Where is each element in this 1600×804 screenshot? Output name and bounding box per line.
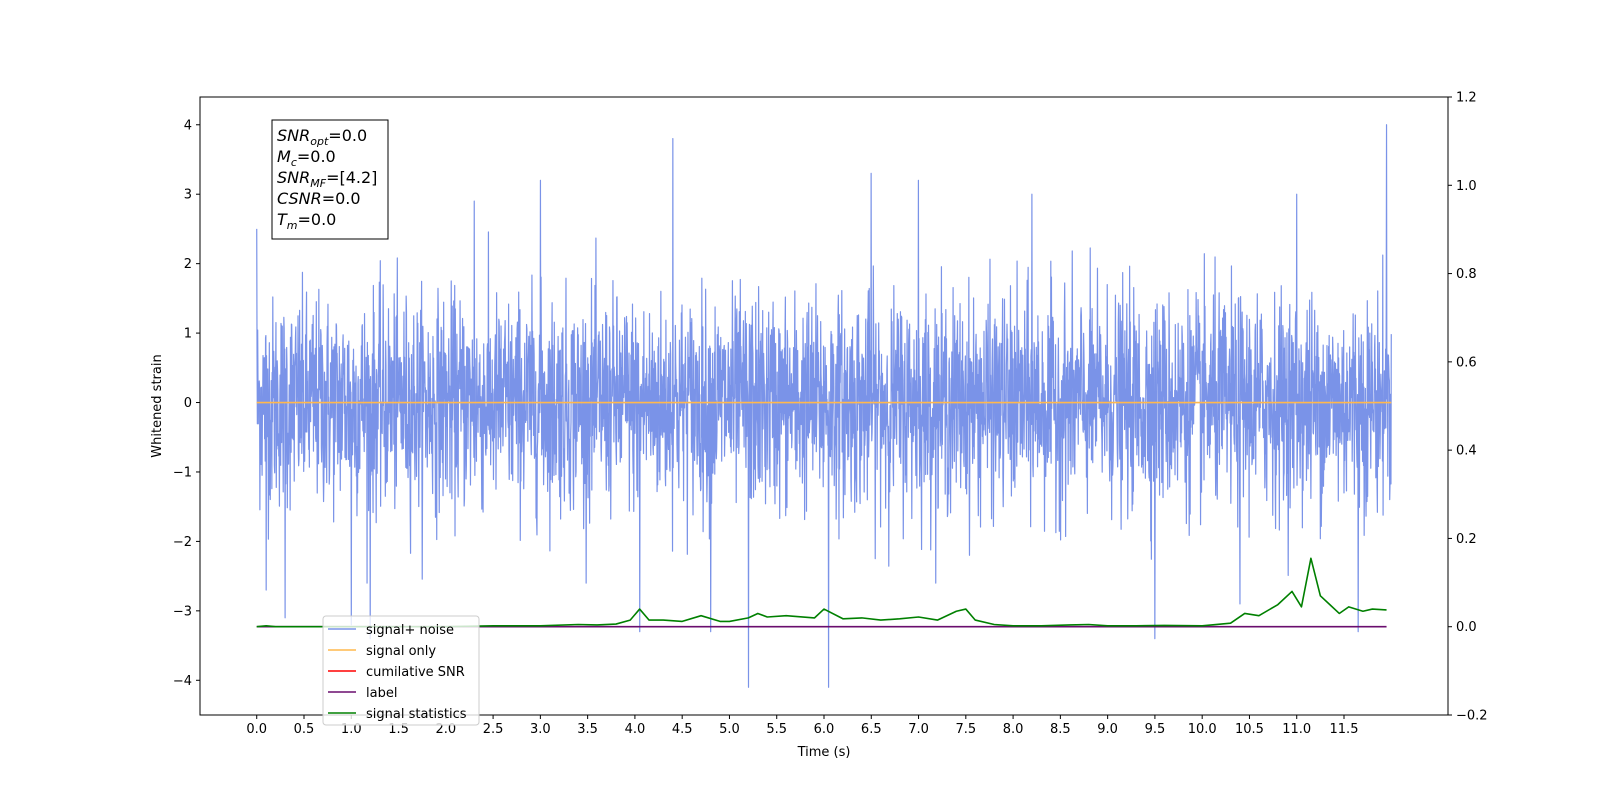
y2-tick-label: 1.2 — [1456, 91, 1477, 106]
y-tick-label: −3 — [173, 604, 192, 619]
y-tick-label: −2 — [173, 535, 192, 550]
y-tick-label: 0 — [184, 396, 192, 411]
y2-tick-label: 1.0 — [1456, 179, 1477, 194]
annotation-line: SNRopt=0.0 — [277, 126, 367, 148]
x-tick-label: 8.0 — [1003, 722, 1024, 737]
y-tick-label: 2 — [184, 257, 192, 272]
x-tick-label: 9.0 — [1097, 722, 1118, 737]
x-tick-label: 1.0 — [341, 722, 362, 737]
y2-tick-label: −0.2 — [1456, 709, 1488, 724]
legend: signal+ noise signal only cumilative SNR la… — [322, 615, 480, 726]
annotation-line: CSNR=0.0 — [277, 189, 361, 208]
y2-tick-label: 0.0 — [1456, 620, 1477, 635]
x-tick-label: 11.5 — [1330, 722, 1359, 737]
annotation-line: Tm=0.0 — [277, 210, 336, 232]
x-tick-label: 3.0 — [530, 722, 551, 737]
x-tick-label: 8.5 — [1050, 722, 1071, 737]
y2-tick-label: 0.6 — [1456, 355, 1477, 370]
y2-tick-label: 0.4 — [1456, 444, 1477, 459]
x-tick-label: 6.5 — [861, 722, 882, 737]
x-axis-label: Time (s) — [797, 745, 851, 760]
x-tick-label: 0.5 — [294, 722, 315, 737]
y2-tick-label: 0.2 — [1456, 532, 1477, 547]
x-tick-label: 11.0 — [1282, 722, 1311, 737]
signal-noise-layer — [256, 124, 1392, 688]
x-tick-label: 1.5 — [388, 722, 409, 737]
y-axis-right: −0.2 0.0 0.2 0.4 0.6 0.8 1.0 1.2 — [1448, 91, 1488, 724]
x-tick-label: 0.0 — [246, 722, 267, 737]
annotation-line: SNRMF=[4.2] — [277, 168, 377, 190]
x-axis: 0.0 0.5 1.0 1.5 2.0 2.5 3.0 3.5 4.0 4.5 5.0 5.5 6.0 6… — [246, 715, 1358, 737]
legend-label: cumilative SNR — [366, 665, 465, 680]
x-tick-label: 10.0 — [1188, 722, 1217, 737]
legend-label: signal statistics — [366, 707, 467, 722]
x-tick-label: 6.0 — [814, 722, 835, 737]
y-axis-left: −4 −3 −2 −1 0 1 2 3 4 — [173, 118, 200, 689]
x-tick-label: 2.0 — [435, 722, 456, 737]
y-tick-label: 1 — [184, 327, 192, 342]
legend-label: signal+ noise — [366, 623, 454, 638]
y-tick-label: 3 — [184, 188, 192, 203]
x-tick-label: 4.0 — [625, 722, 646, 737]
series-signal-statistics-line — [256, 557, 1387, 628]
annotation-line: Mc=0.0 — [277, 147, 336, 169]
y-tick-label: 4 — [184, 118, 192, 133]
x-tick-label: 4.5 — [672, 722, 693, 737]
y-tick-label: −4 — [173, 674, 192, 689]
x-tick-label: 7.0 — [908, 722, 929, 737]
x-tick-label: 10.5 — [1235, 722, 1264, 737]
x-tick-label: 5.5 — [766, 722, 787, 737]
legend-label: signal only — [366, 644, 436, 659]
y-axis-label: Whitened strain — [150, 354, 165, 457]
x-tick-label: 9.5 — [1145, 722, 1166, 737]
series-signal-noise-line — [256, 124, 1392, 688]
x-tick-label: 3.5 — [577, 722, 598, 737]
x-tick-label: 7.5 — [955, 722, 976, 737]
x-tick-label: 2.5 — [483, 722, 504, 737]
y-tick-label: −1 — [173, 465, 192, 480]
x-tick-label: 5.0 — [719, 722, 740, 737]
legend-label: label — [366, 686, 397, 701]
y2-tick-label: 0.8 — [1456, 267, 1477, 282]
